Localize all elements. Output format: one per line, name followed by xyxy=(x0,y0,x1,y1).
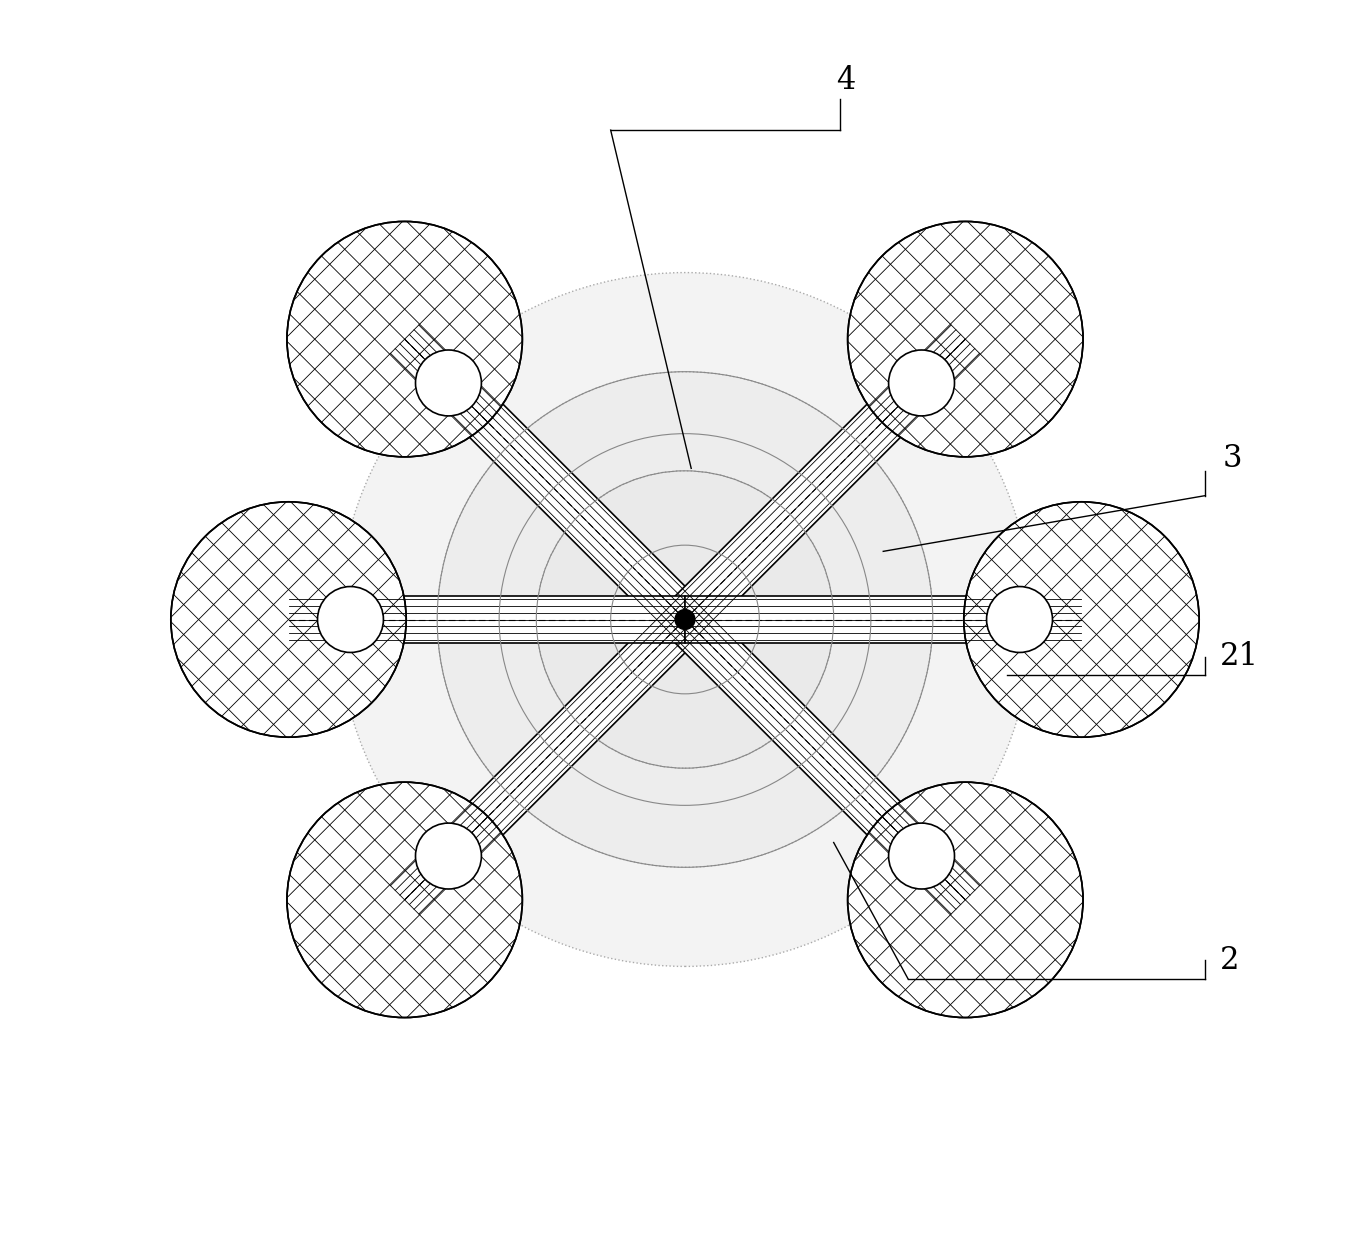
Polygon shape xyxy=(669,322,982,636)
Polygon shape xyxy=(388,603,701,917)
Text: 2: 2 xyxy=(1221,944,1240,976)
Circle shape xyxy=(415,349,481,416)
Circle shape xyxy=(536,471,834,768)
Polygon shape xyxy=(669,603,982,917)
Circle shape xyxy=(963,502,1199,737)
Circle shape xyxy=(415,823,481,890)
Text: 21: 21 xyxy=(1221,641,1259,673)
Circle shape xyxy=(171,502,407,737)
Text: 4: 4 xyxy=(837,64,856,97)
Circle shape xyxy=(338,273,1032,966)
Text: 3: 3 xyxy=(1223,442,1243,475)
Polygon shape xyxy=(289,596,685,643)
Circle shape xyxy=(437,372,933,867)
Circle shape xyxy=(318,586,384,653)
Circle shape xyxy=(889,349,955,416)
Circle shape xyxy=(286,782,522,1017)
Polygon shape xyxy=(388,322,701,636)
Circle shape xyxy=(986,586,1052,653)
Circle shape xyxy=(848,222,1084,457)
Circle shape xyxy=(889,823,955,890)
Circle shape xyxy=(848,782,1084,1017)
Circle shape xyxy=(286,222,522,457)
Circle shape xyxy=(675,610,695,629)
Polygon shape xyxy=(685,596,1081,643)
